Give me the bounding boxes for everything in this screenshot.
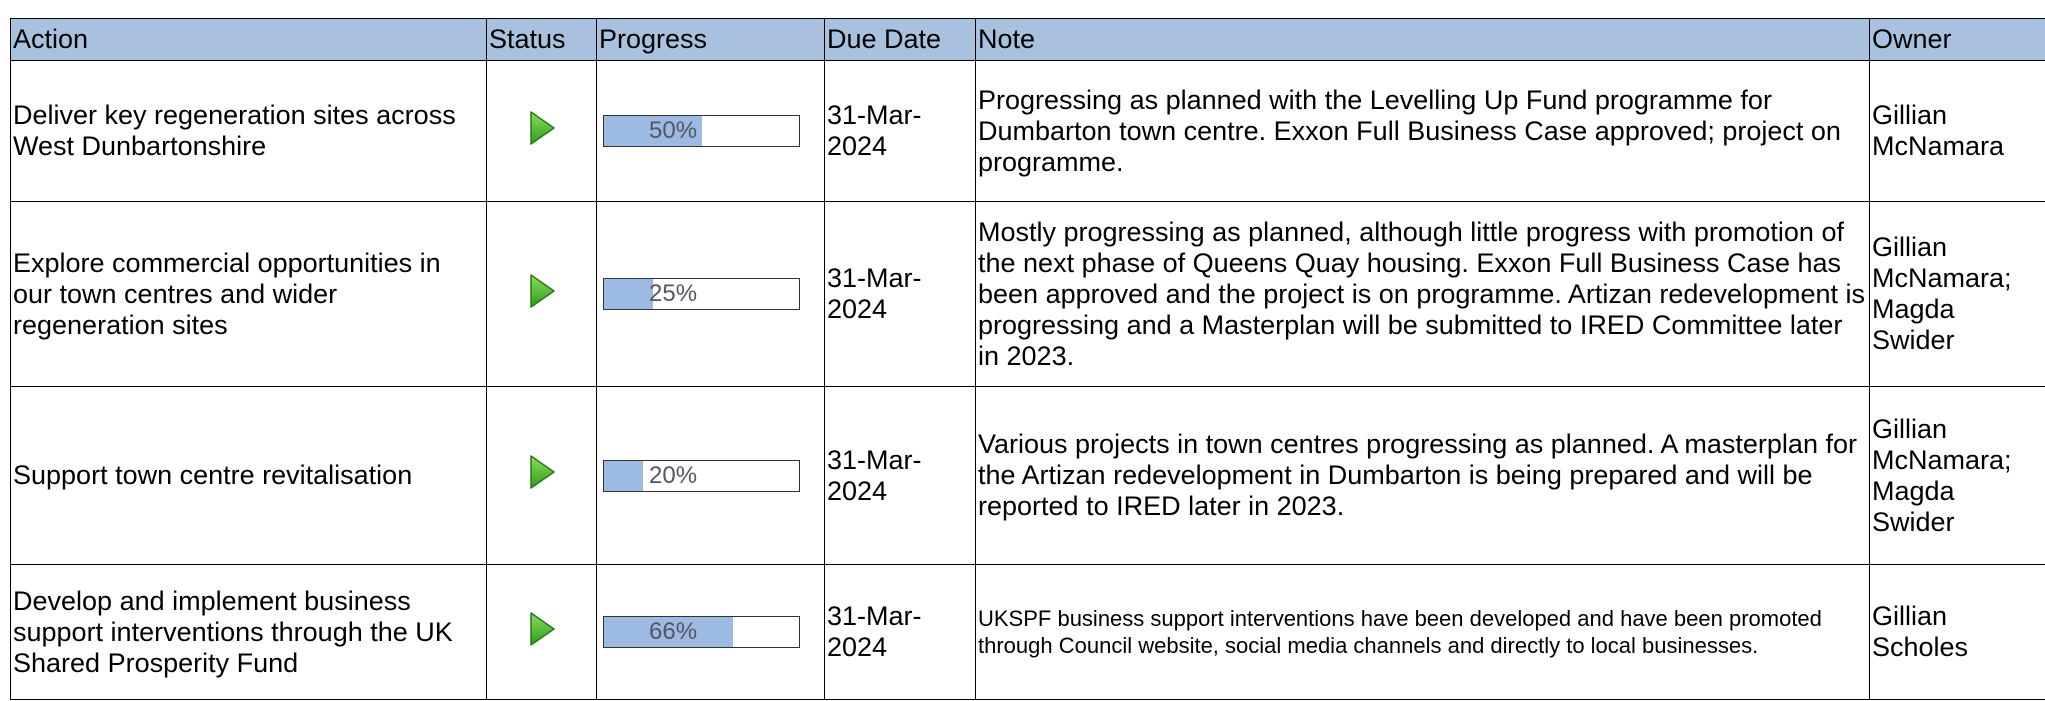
progress-cell: 66% bbox=[596, 564, 825, 700]
due-date-cell: 31-Mar-2024 bbox=[824, 564, 976, 700]
owner-cell: Gillian McNamara bbox=[1869, 60, 2045, 202]
due-date-cell: 31-Mar-2024 bbox=[824, 60, 976, 202]
table-row: Develop and implement business support i… bbox=[10, 564, 2045, 700]
table-row: Support town centre revitalisation 20% 31-… bbox=[10, 386, 2045, 565]
due-date-cell: 31-Mar-2024 bbox=[824, 201, 976, 387]
progress-bar: 25% bbox=[603, 278, 800, 310]
action-cell: Support town centre revitalisation bbox=[10, 386, 487, 565]
progress-bar: 20% bbox=[603, 459, 800, 492]
status-icon bbox=[529, 110, 555, 145]
progress-fill bbox=[604, 279, 653, 309]
note-cell: Progressing as planned with the Levellin… bbox=[975, 60, 1870, 202]
status-icon bbox=[529, 611, 555, 646]
action-cell: Develop and implement business support i… bbox=[10, 564, 487, 700]
progress-label: 66% bbox=[649, 618, 698, 645]
status-icon bbox=[529, 455, 555, 489]
table-row: Explore commercial opportunities in our … bbox=[10, 201, 2045, 387]
progress-cell: 25% bbox=[596, 201, 825, 387]
column-header: Owner bbox=[1869, 18, 2045, 61]
action-cell: Explore commercial opportunities in our … bbox=[10, 201, 487, 387]
progress-bar: 66% bbox=[603, 616, 800, 648]
note-cell: Mostly progressing as planned, although … bbox=[975, 201, 1870, 387]
progress-cell: 50% bbox=[596, 60, 825, 202]
note-cell: Various projects in town centres progres… bbox=[975, 386, 1870, 565]
owner-cell: Gillian McNamara; Magda Swider bbox=[1869, 386, 2045, 565]
column-header: Action bbox=[10, 18, 487, 61]
action-table: Action Status Progress Due Date Note Owner De… bbox=[10, 18, 2045, 700]
table-row: Deliver key regeneration sites across We… bbox=[10, 60, 2045, 202]
progress-bar: 50% bbox=[603, 115, 800, 147]
action-cell: Deliver key regeneration sites across We… bbox=[10, 60, 487, 202]
column-header: Note bbox=[975, 18, 1870, 61]
note-cell: UKSPF business support interventions hav… bbox=[975, 564, 1870, 700]
status-icon bbox=[529, 273, 555, 308]
header-row: Action Status Progress Due Date Note Owner bbox=[10, 18, 2045, 61]
column-header: Due Date bbox=[824, 18, 976, 61]
owner-cell: Gillian Scholes bbox=[1869, 564, 2045, 700]
status-cell bbox=[486, 201, 597, 387]
progress-fill bbox=[604, 116, 702, 146]
column-header: Status bbox=[486, 18, 597, 61]
status-cell bbox=[486, 60, 597, 202]
table-body: Deliver key regeneration sites across We… bbox=[10, 60, 2045, 700]
progress-cell: 20% bbox=[596, 386, 825, 565]
due-date-cell: 31-Mar-2024 bbox=[824, 386, 976, 565]
progress-label: 50% bbox=[649, 117, 698, 144]
progress-label: 20% bbox=[649, 461, 698, 489]
status-cell bbox=[486, 564, 597, 700]
progress-fill bbox=[604, 460, 643, 491]
column-header: Progress bbox=[596, 18, 825, 61]
progress-label: 25% bbox=[649, 280, 698, 307]
status-cell bbox=[486, 386, 597, 565]
progress-fill bbox=[604, 617, 733, 647]
owner-cell: Gillian McNamara; Magda Swider bbox=[1869, 201, 2045, 387]
